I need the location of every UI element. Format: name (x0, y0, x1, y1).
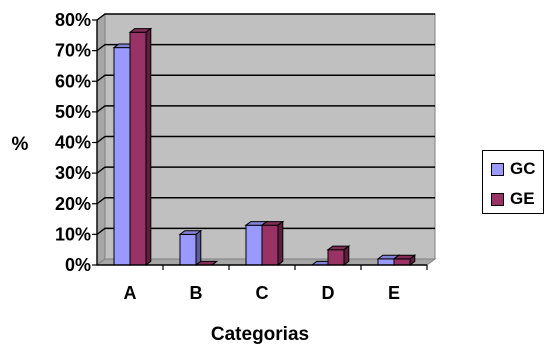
bar-gc-b (178, 229, 203, 267)
axes (92, 19, 428, 270)
y-tick-label: 50% (55, 102, 91, 122)
y-tick-label: 60% (55, 71, 91, 91)
legend-swatch-ge (491, 192, 504, 206)
y-tick-label: 80% (55, 10, 91, 30)
gridline (96, 13, 435, 21)
x-tick-label: C (256, 283, 269, 303)
gridline (96, 166, 435, 174)
y-tick-labels: 0% 10% 20% 30% 40% 50% 60% 70% 80% (55, 10, 91, 275)
y-tick-label: 30% (55, 163, 91, 183)
y-tick-label: 40% (55, 133, 91, 153)
legend: GC GE (482, 150, 544, 214)
legend-item-gc: GC (491, 159, 536, 179)
gridlines (96, 13, 435, 235)
x-tick-label: B (190, 283, 203, 303)
gridline (96, 74, 435, 82)
gridline (96, 43, 435, 52)
x-tick-labels: A B C D E (124, 283, 401, 303)
y-tick-label: 20% (55, 194, 91, 214)
y-tick-label: 10% (55, 224, 91, 244)
legend-label-gc: GC (510, 159, 536, 178)
x-tick-label: A (124, 283, 137, 303)
bar-ge-c (260, 220, 285, 267)
y-tick-label: 0% (65, 255, 91, 275)
x-tick-label: D (322, 283, 335, 303)
x-tick-label: E (388, 283, 400, 303)
bars (112, 27, 417, 267)
y-tick-label: 70% (55, 41, 91, 61)
gridline (96, 227, 435, 235)
x-axis-title: Categorias (211, 324, 309, 345)
legend-swatch-gc (491, 162, 504, 176)
bar-ge-a (128, 27, 153, 267)
bar-ge-e (392, 254, 417, 267)
bar-ge-d (326, 245, 351, 267)
legend-label-ge: GE (510, 189, 535, 208)
gridline (96, 197, 435, 205)
gridline (96, 135, 435, 144)
gridline (96, 105, 435, 113)
y-axis-title: % (12, 134, 29, 155)
legend-item-ge: GE (491, 189, 535, 209)
